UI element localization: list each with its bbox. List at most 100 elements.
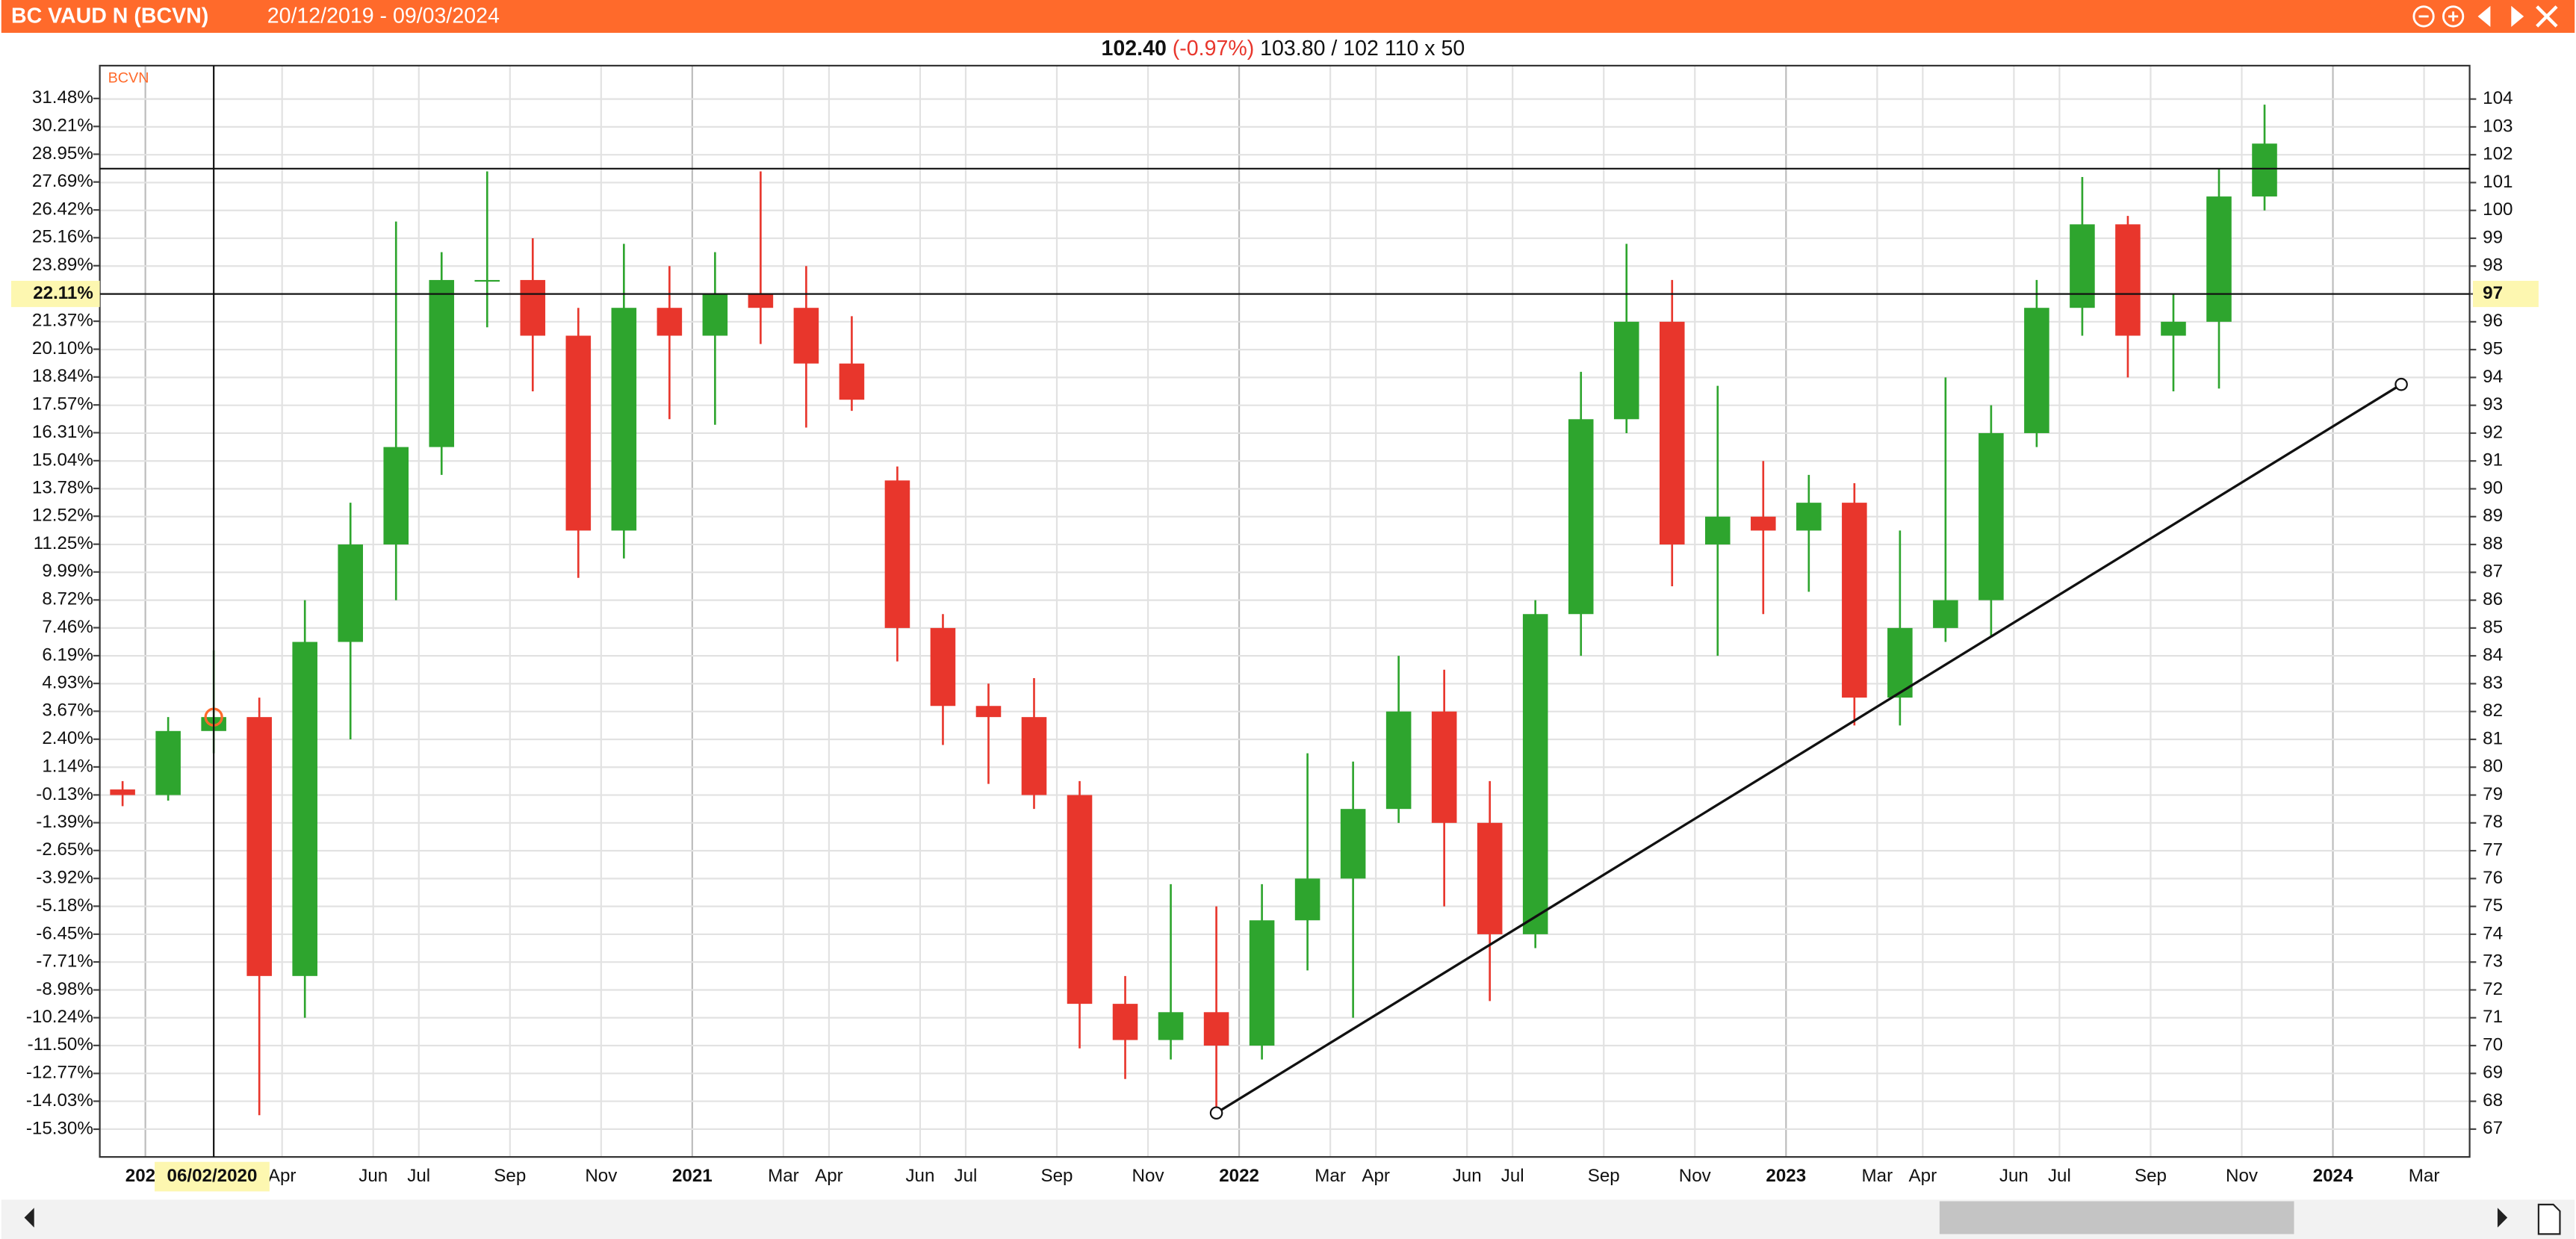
y-tick-label: 80 bbox=[2483, 757, 2503, 777]
quote-line: 102.40 (-0.97%) 103.80 / 102 110 x 50 bbox=[1102, 36, 1465, 60]
y2-tick-label: 8.72% bbox=[42, 589, 93, 609]
y2-tick-label: 31.48% bbox=[32, 87, 93, 108]
y-tick-label: 77 bbox=[2483, 839, 2503, 860]
y2-tick-label: -3.92% bbox=[36, 868, 93, 888]
candle-body bbox=[1796, 503, 1822, 531]
crosshair-left-box bbox=[10, 280, 100, 308]
scroll-thumb[interactable] bbox=[1939, 1201, 2294, 1235]
candle-body bbox=[975, 706, 1002, 718]
y-tick-label: 76 bbox=[2483, 868, 2503, 888]
crosshair-date-label: 06/02/2020 bbox=[167, 1166, 258, 1186]
trend-line bbox=[1215, 383, 2402, 1114]
y2-tick-label: -7.71% bbox=[36, 951, 93, 971]
trend-handle bbox=[1209, 1106, 1223, 1120]
x-tick-label: Jul bbox=[1501, 1166, 1524, 1186]
y2-tick-label: -0.13% bbox=[36, 784, 93, 804]
candle-body bbox=[338, 544, 364, 642]
scroll-right[interactable] bbox=[2497, 1208, 2508, 1228]
y2-tick-label: 12.52% bbox=[32, 506, 93, 526]
close[interactable] bbox=[2536, 5, 2558, 28]
y2-tick-label: 18.84% bbox=[32, 366, 93, 386]
x-tick-label: Mar bbox=[1862, 1166, 1893, 1186]
candle-body bbox=[1613, 321, 1639, 420]
candle-body bbox=[748, 294, 774, 308]
crosshair-right-box bbox=[2472, 280, 2539, 308]
x-tick-label: Jul bbox=[407, 1166, 430, 1186]
x-tick-label: Sep bbox=[1041, 1166, 1073, 1186]
candle-body bbox=[1933, 600, 1958, 628]
quote-change: (-0.97%) bbox=[1173, 36, 1254, 60]
x-tick-label: Sep bbox=[2135, 1166, 2167, 1186]
candle-body bbox=[1887, 627, 1913, 698]
window-range: 20/12/2019 - 09/03/2024 bbox=[267, 4, 500, 28]
x-tick-label: Nov bbox=[1679, 1166, 1711, 1186]
candle-body bbox=[1568, 419, 1594, 615]
y2-tick-label: 25.16% bbox=[32, 227, 93, 247]
window-controls bbox=[2412, 5, 2558, 28]
candle-body bbox=[1842, 503, 1867, 698]
y2-tick-label: 26.42% bbox=[32, 199, 93, 220]
plot-frame bbox=[99, 64, 2471, 1158]
candle-body bbox=[155, 730, 181, 795]
scroll-left[interactable] bbox=[24, 1208, 34, 1228]
x-tick-label: Jun bbox=[1453, 1166, 1482, 1186]
y-tick-label: 75 bbox=[2483, 895, 2503, 916]
y2-tick-label: -1.39% bbox=[36, 812, 93, 832]
y2-tick-label: 27.69% bbox=[32, 171, 93, 191]
y2-tick-label: -10.24% bbox=[26, 1007, 93, 1027]
y2-tick-label: 16.31% bbox=[32, 422, 93, 442]
crosshair-right-label: 97 bbox=[2483, 283, 2503, 303]
candle-body bbox=[657, 308, 683, 336]
candle-body bbox=[793, 308, 819, 364]
y-tick-label: 68 bbox=[2483, 1090, 2503, 1111]
y2-tick-label: -5.18% bbox=[36, 895, 93, 916]
candle-body bbox=[2070, 224, 2095, 308]
y-tick-label: 73 bbox=[2483, 951, 2503, 972]
candle-body bbox=[383, 447, 409, 545]
candle-body bbox=[1385, 711, 1412, 810]
y2-tick-label: 4.93% bbox=[42, 673, 93, 693]
y2-tick-label: 3.67% bbox=[42, 701, 93, 721]
x-tick-label: Sep bbox=[1588, 1166, 1620, 1186]
y2-tick-label: 1.14% bbox=[42, 756, 93, 776]
y-tick-label: 90 bbox=[2483, 478, 2503, 498]
symbol-label: BCVN bbox=[108, 70, 149, 87]
candle-body bbox=[1705, 516, 1731, 545]
x-tick-label: Apr bbox=[1362, 1166, 1390, 1186]
candle-body bbox=[1249, 920, 1275, 1046]
zoom-out[interactable] bbox=[2412, 5, 2435, 28]
y-tick-label: 102 bbox=[2483, 144, 2513, 164]
y2-tick-label: 20.10% bbox=[32, 338, 93, 358]
x-tick-label: 2022 bbox=[1219, 1166, 1259, 1186]
prev[interactable] bbox=[2477, 5, 2491, 28]
y2-tick-label: 7.46% bbox=[42, 617, 93, 637]
candle-body bbox=[1021, 717, 1047, 795]
candle-body bbox=[1751, 516, 1776, 531]
zoom-in[interactable] bbox=[2442, 5, 2465, 28]
y-tick-label: 79 bbox=[2483, 784, 2503, 804]
candle-body bbox=[429, 279, 455, 447]
y-tick-label: 81 bbox=[2483, 728, 2503, 748]
y-tick-label: 86 bbox=[2483, 589, 2503, 609]
y-tick-label: 96 bbox=[2483, 311, 2503, 331]
y2-tick-label: 30.21% bbox=[32, 116, 93, 136]
y-tick-label: 95 bbox=[2483, 339, 2503, 359]
export-icon[interactable] bbox=[2537, 1203, 2561, 1235]
candle-body bbox=[292, 642, 317, 976]
x-tick-label: Apr bbox=[1909, 1166, 1937, 1186]
x-tick-label: 2021 bbox=[672, 1166, 713, 1186]
y2-tick-label: 23.89% bbox=[32, 255, 93, 275]
next[interactable] bbox=[2511, 5, 2524, 28]
x-tick-label: Nov bbox=[2226, 1166, 2258, 1186]
x-tick-label: Mar bbox=[1315, 1166, 1346, 1186]
quote-last: 102.40 bbox=[1102, 36, 1167, 60]
y2-tick-label: 21.37% bbox=[32, 311, 93, 331]
x-tick-label: Sep bbox=[494, 1166, 526, 1186]
y-tick-label: 91 bbox=[2483, 450, 2503, 471]
y-tick-label: 69 bbox=[2483, 1063, 2503, 1083]
candle-body bbox=[565, 335, 592, 531]
crosshair-left-label: 22.11% bbox=[33, 283, 93, 303]
candle-body bbox=[1340, 809, 1366, 879]
